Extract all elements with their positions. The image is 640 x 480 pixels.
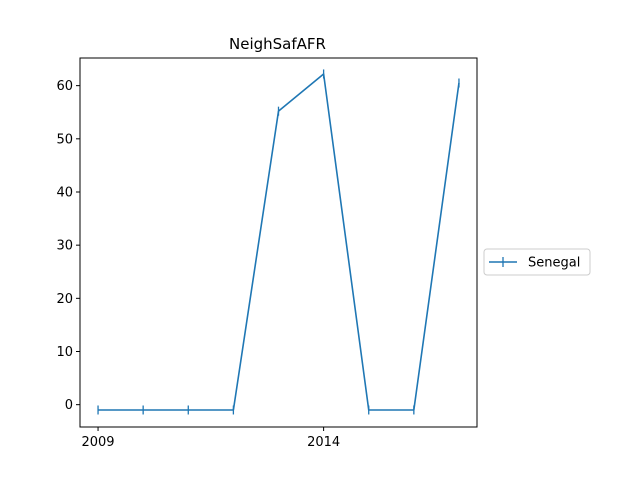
y-tick-label: 20 <box>56 292 73 307</box>
y-tick-label: 10 <box>56 345 73 360</box>
y-tick-label: 50 <box>56 132 73 147</box>
legend: Senegal <box>483 248 591 276</box>
x-tick-label: 2014 <box>307 435 340 450</box>
chart-title: NeighSafAFR <box>229 35 326 53</box>
y-tick-label: 40 <box>56 185 73 200</box>
plot-area: 2009 2014 0 10 20 30 40 50 60 <box>56 69 460 450</box>
y-tick-label: 60 <box>56 79 73 94</box>
x-tick-label: 2009 <box>81 435 114 450</box>
y-tick-label: 30 <box>56 239 73 254</box>
plot-frame <box>79 57 478 428</box>
legend-label: Senegal <box>528 256 580 271</box>
legend-box <box>483 248 591 276</box>
y-tick-label: 0 <box>65 398 73 413</box>
